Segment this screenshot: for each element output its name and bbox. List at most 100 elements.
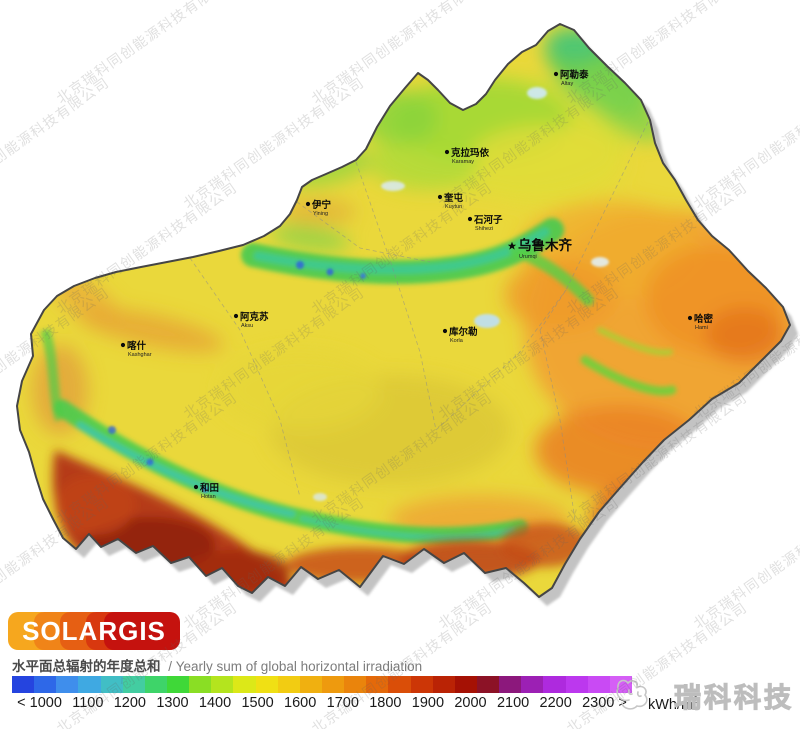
legend-color-step: [78, 676, 101, 693]
legend-color-step: [122, 676, 145, 693]
legend-unit: kWh/m2: [648, 695, 698, 713]
legend-tick-label: 2000: [454, 695, 487, 711]
legend-tick-label: < 1000: [17, 695, 62, 711]
legend-color-step: [565, 676, 588, 693]
footer-brand: 瑞科科技: [610, 673, 794, 717]
map-caption: 水平面总辐射的年度总和 / Yearly sum of global horiz…: [12, 655, 422, 675]
legend-color-step: [499, 676, 522, 693]
city-label-en: Korla: [450, 338, 464, 344]
legend-color-step: [299, 676, 322, 693]
city-label-zh: 阿勒泰: [560, 69, 589, 81]
city-label-zh: 哈密: [694, 313, 714, 325]
city-dot-marker: [553, 71, 559, 77]
legend-color-step: [277, 676, 300, 693]
legend-color-step: [100, 676, 123, 693]
legend-tick-label: 2100: [496, 695, 530, 711]
city-label-en: Aksu: [241, 323, 253, 329]
xinjiang-map-canvas: 阿勒泰Altay克拉玛依Karamay伊宁Yining奎屯Kuytun石河子Sh…: [16, 23, 798, 606]
legend-color-step: [609, 676, 632, 693]
legend-tick-label: 1300: [156, 695, 189, 711]
legend-color-step: [56, 676, 79, 693]
city-dot-marker: [444, 149, 450, 155]
legend-color-step: [189, 676, 212, 693]
legend-tick-label: 1900: [411, 695, 445, 711]
city-label-zh: 石河子: [473, 214, 503, 226]
ruike-mascot-doodle-icon: [616, 679, 648, 710]
legend-color-step: [255, 676, 278, 693]
legend-color-step: [454, 676, 477, 693]
solargis-logo-text: SOLARGIS: [22, 615, 166, 646]
city-label-zh: 库尔勒: [448, 326, 478, 338]
city-label-zh: 喀什: [127, 340, 147, 352]
city-label-zh: 伊宁: [311, 199, 332, 211]
legend-unit-sup: 2: [693, 695, 699, 705]
legend-color-step: [432, 676, 455, 693]
city-label-en: Altay: [561, 81, 573, 87]
legend-labels: < 1000 1100 1200 1300 1400 1500 1600 1700 1800 19…: [12, 695, 632, 711]
legend-unit-base: kWh/m: [648, 696, 694, 713]
city-label-en: Kashghar: [128, 352, 152, 358]
city-label-zh: 奎屯: [443, 192, 464, 204]
city-dot-marker: [193, 484, 199, 490]
legend-color-step: [521, 676, 544, 693]
irradiation-raster: [17, 24, 790, 597]
legend-color-step: [410, 676, 433, 693]
city-label-en: Shihezi: [475, 226, 493, 232]
legend-color-step: [12, 676, 35, 693]
city-dot-marker: [233, 313, 239, 319]
cities-layer: 阿勒泰Altay克拉玛依Karamay伊宁Yining奎屯Kuytun石河子Sh…: [120, 69, 714, 500]
city-label-en: Kuytun: [445, 204, 462, 210]
legend-color-step: [543, 676, 566, 693]
city-label-en: Karamay: [452, 159, 474, 165]
legend-color-step: [321, 676, 345, 693]
legend-tick-label: 2300 >: [582, 695, 627, 711]
city-dot-marker: [442, 328, 448, 334]
legend-tick-label: 1800: [369, 695, 402, 711]
legend-color-step: [34, 676, 57, 693]
city-label-zh: 阿克苏: [240, 311, 269, 323]
city-dot-marker: [305, 201, 311, 207]
legend-tick-label: 1400: [198, 695, 232, 711]
legend-color-step: [166, 676, 190, 693]
caption-zh: 水平面总辐射的年度总和: [12, 659, 161, 674]
legend-tick-label: 1100: [72, 695, 104, 711]
legend-color-step: [587, 676, 610, 693]
logo-chip: [104, 612, 180, 650]
capital-star-marker: [507, 241, 517, 250]
city-label-en: Urumqi: [519, 254, 537, 260]
city-label-zh: 和田: [199, 482, 219, 494]
irradiation-legend: < 1000 1100 1200 1300 1400 1500 1600 1700 1800 19…: [12, 676, 712, 713]
city-dot-marker: [467, 216, 473, 222]
admin-boundary-lines: [189, 121, 649, 521]
legend-colorbar: [12, 676, 632, 693]
legend-color-step: [476, 676, 500, 693]
legend-tick-label: 1200: [113, 695, 146, 711]
legend-tick-label: 2200: [539, 695, 572, 711]
city-label-en: Hotan: [201, 494, 216, 500]
legend-tick-label: 1700: [326, 695, 359, 711]
caption-en: / Yearly sum of global horizontal irradi…: [168, 659, 423, 674]
city-dot-marker: [687, 315, 693, 321]
legend-tick-label: 1500: [241, 695, 274, 711]
legend-color-step: [144, 676, 167, 693]
city-dot-marker: [120, 342, 126, 348]
legend-color-step: [233, 676, 256, 693]
city-label-en: Yining: [313, 211, 328, 217]
legend-color-step: [344, 676, 367, 693]
footer-brand-text: 瑞科科技: [673, 682, 794, 713]
city-label-zh: 克拉玛依: [451, 147, 490, 159]
legend-color-step: [388, 676, 411, 693]
city-dot-marker: [437, 194, 443, 200]
city-label-zh: 乌鲁木齐: [518, 237, 572, 253]
